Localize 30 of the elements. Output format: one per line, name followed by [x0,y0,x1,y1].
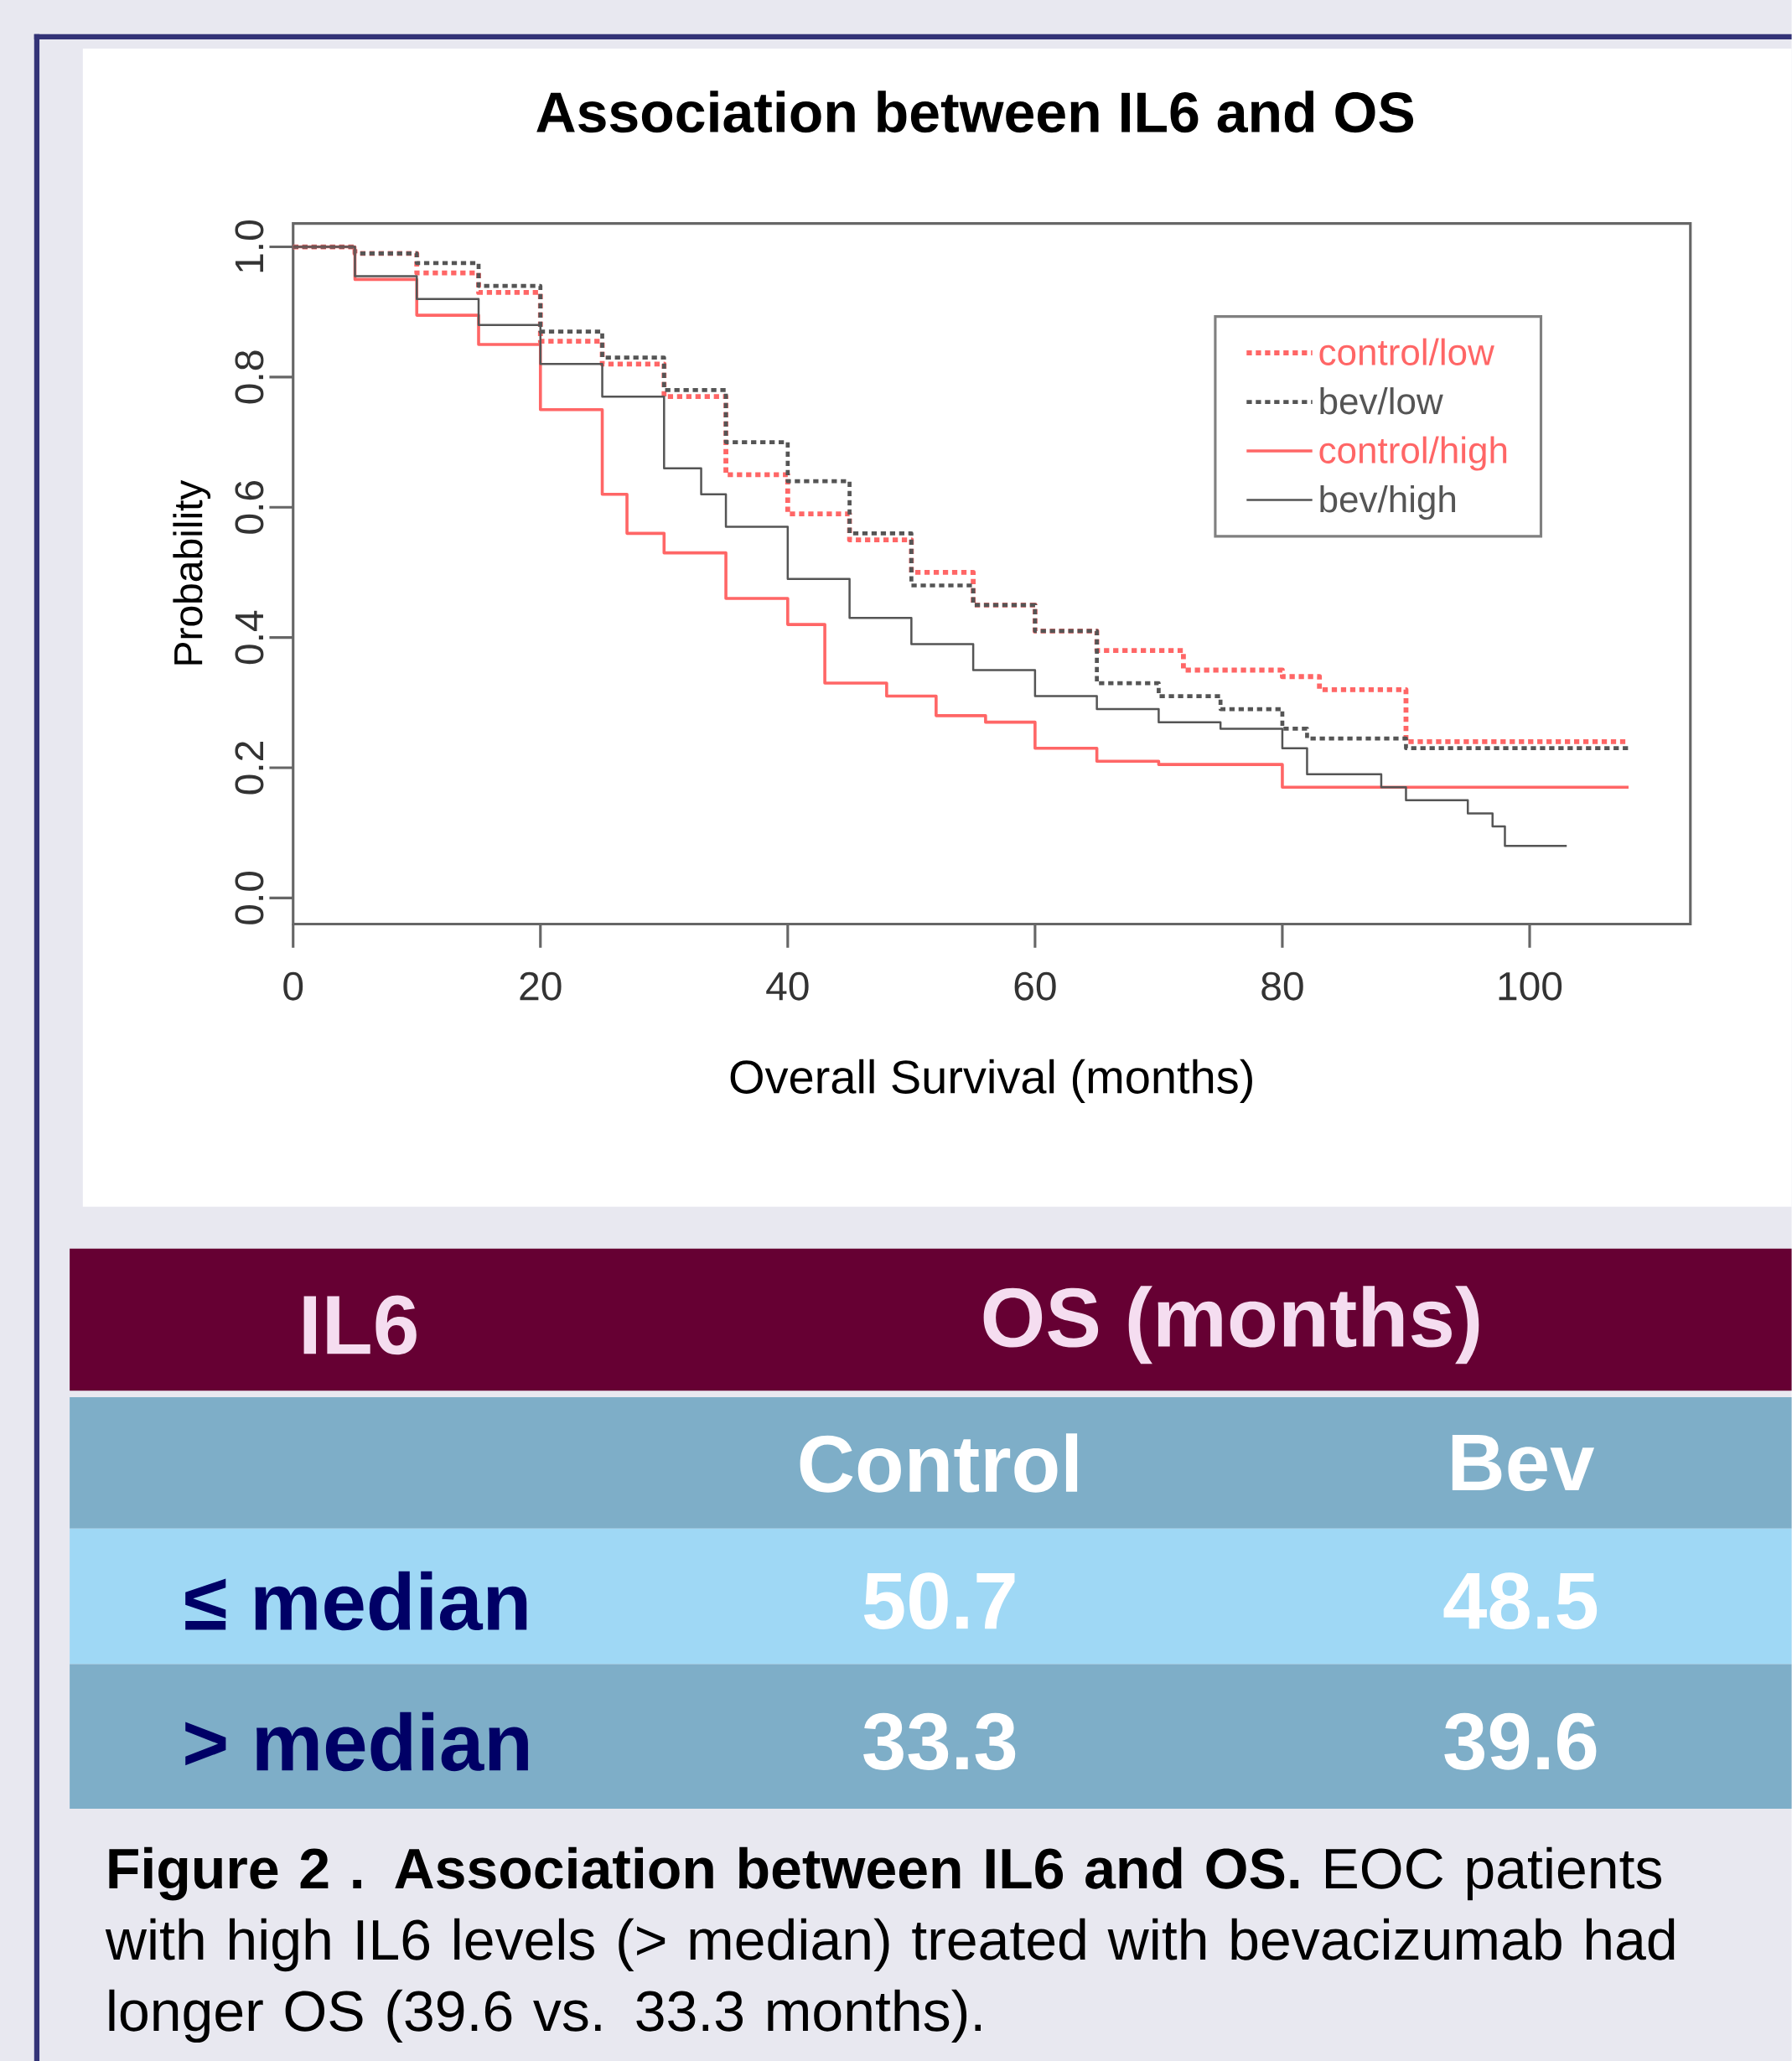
x-tick-label: 40 [766,971,809,1001]
text: ≤ median [185,1571,527,1631]
text: Figure 2 . Association between IL6 and OS. EOC patients with high IL6 levels (> median) treated with bevacizumab had longer OS (39.6 vs. 33.3 months). [106,1846,1675,2043]
text: 33.3 [863,1712,1016,1770]
x-tick-label: 100 [1499,971,1562,1001]
text: OS (months) [983,1286,1479,1365]
legend-label: bev/high [1320,485,1456,520]
text: 39.6 [1444,1712,1597,1770]
y-tick-label: 0.8 [235,350,264,404]
text: > median [185,1711,529,1772]
chart-title: Association between IL6 and OS [536,91,1414,133]
x-tick-label: 80 [1261,971,1303,1001]
x-tick-label: 20 [520,971,562,1001]
y-tick-label: 0.2 [235,742,264,795]
y-tick-label: 0.0 [235,871,264,924]
x-tick-label: 0 [283,971,303,1001]
x-axis-title: Overall Survival (months) [730,1059,1253,1103]
text: IL6 [303,1295,417,1355]
y-tick-label: 0.6 [235,481,264,534]
text: Control [800,1433,1078,1493]
text: 48.5 [1443,1572,1598,1630]
legend-label: bev/low [1320,387,1444,415]
text: Bev [1453,1434,1595,1491]
legend-label: control/low [1319,338,1495,365]
y-tick-label: 1.0 [235,220,264,272]
y-axis-title: Probability [173,479,211,665]
legend-label: control/high [1319,436,1507,471]
text: 50.7 [864,1572,1015,1630]
y-tick-label: 0.4 [235,610,264,665]
x-tick-label: 60 [1014,971,1056,1001]
